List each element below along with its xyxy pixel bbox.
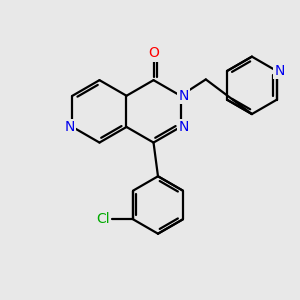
Text: Cl: Cl [97, 212, 110, 226]
Text: N: N [178, 120, 189, 134]
Text: N: N [64, 120, 75, 134]
Text: N: N [274, 64, 285, 78]
Text: N: N [178, 89, 189, 103]
Text: O: O [148, 46, 159, 60]
